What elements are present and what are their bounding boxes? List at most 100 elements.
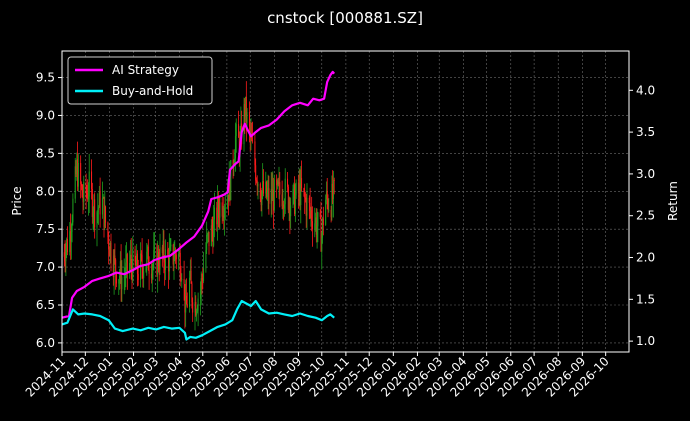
y2-tick-label: 3.0 bbox=[636, 167, 655, 181]
candle-body bbox=[246, 111, 248, 123]
candle-body bbox=[99, 191, 101, 215]
candle-body bbox=[137, 273, 139, 280]
legend: AI Strategy Buy-and-Hold bbox=[67, 56, 213, 105]
candle-body bbox=[221, 202, 223, 217]
candle-body bbox=[294, 195, 296, 214]
y-tick-label: 9.0 bbox=[36, 108, 55, 122]
candle-body bbox=[80, 162, 82, 184]
candle-body bbox=[81, 186, 83, 197]
candle-body bbox=[297, 182, 299, 194]
candle-body bbox=[105, 206, 107, 223]
candle-body bbox=[332, 183, 334, 199]
candle-body bbox=[333, 179, 335, 181]
candle-body bbox=[190, 270, 192, 284]
candle-body bbox=[273, 189, 275, 211]
candle-body bbox=[271, 189, 273, 201]
candle-body bbox=[66, 238, 68, 249]
candle-body bbox=[216, 207, 218, 225]
candle-body bbox=[293, 184, 295, 189]
candle-body bbox=[301, 178, 303, 189]
candle-body bbox=[195, 301, 197, 316]
candle-body bbox=[245, 96, 247, 123]
candle-body bbox=[287, 186, 289, 210]
candle-body bbox=[162, 240, 164, 254]
candle-body bbox=[309, 202, 311, 211]
candle-body bbox=[114, 255, 116, 260]
candle-body bbox=[151, 267, 153, 279]
candle-body bbox=[185, 295, 187, 313]
candle-body bbox=[92, 213, 94, 217]
candle-body bbox=[185, 295, 187, 305]
candle-body bbox=[320, 216, 322, 252]
y-tick-label: 6.0 bbox=[36, 336, 55, 350]
candle-body bbox=[227, 194, 229, 208]
candle-body bbox=[244, 104, 246, 117]
candle-body bbox=[147, 246, 149, 252]
candle-body bbox=[115, 259, 117, 274]
y2-tick-label: 2.5 bbox=[636, 209, 655, 223]
candle-body bbox=[223, 215, 225, 218]
candle-body bbox=[157, 251, 159, 275]
candle-body bbox=[283, 204, 285, 209]
candle-body bbox=[254, 141, 256, 166]
candle-body bbox=[189, 270, 191, 278]
candle-body bbox=[210, 225, 212, 247]
y-axis-label: Price bbox=[10, 186, 24, 215]
candle-body bbox=[170, 244, 172, 247]
candle-body bbox=[129, 254, 131, 263]
candle-body bbox=[180, 277, 182, 280]
candle-body bbox=[266, 181, 268, 198]
candle-body bbox=[245, 96, 247, 117]
candle-body bbox=[145, 265, 147, 272]
candle-body bbox=[294, 184, 296, 214]
candle-body bbox=[255, 165, 257, 181]
candle-body bbox=[314, 223, 316, 230]
candle-body bbox=[332, 179, 334, 199]
y2-tick-label: 2.0 bbox=[636, 251, 655, 265]
candle-body bbox=[124, 276, 126, 278]
candle-body bbox=[224, 207, 226, 209]
candle-body bbox=[88, 171, 90, 197]
candle-body bbox=[150, 273, 152, 279]
candle-body bbox=[276, 180, 278, 186]
candle-body bbox=[289, 201, 291, 217]
candle-body bbox=[205, 250, 207, 269]
candle-body bbox=[109, 242, 111, 256]
candle-body bbox=[115, 273, 117, 284]
candle-body bbox=[179, 252, 181, 278]
legend-box bbox=[67, 56, 213, 105]
y-tick-label: 8.0 bbox=[36, 184, 55, 198]
candle-body bbox=[287, 178, 289, 187]
candle-body bbox=[168, 250, 170, 272]
candle-body bbox=[277, 180, 279, 185]
candle-body bbox=[300, 178, 302, 205]
candle-body bbox=[72, 198, 74, 223]
candle-body bbox=[276, 179, 278, 186]
candle-body bbox=[102, 197, 104, 199]
candle-body bbox=[304, 197, 306, 200]
candle-body bbox=[199, 291, 201, 299]
candle-body bbox=[134, 248, 136, 262]
candle-body bbox=[262, 181, 264, 192]
candle-body bbox=[120, 261, 122, 290]
candle-body bbox=[219, 202, 221, 218]
line-layer bbox=[61, 70, 336, 341]
candle-body bbox=[74, 166, 76, 199]
candle-body bbox=[202, 279, 204, 282]
candle-body bbox=[248, 111, 250, 127]
candle-body bbox=[319, 212, 321, 217]
candle-body bbox=[181, 278, 183, 280]
price-layer bbox=[61, 81, 335, 331]
candle-body bbox=[196, 311, 198, 316]
candle-body bbox=[119, 275, 121, 280]
candle-body bbox=[213, 207, 215, 220]
ai-strategy-line bbox=[61, 70, 336, 319]
candle-body bbox=[65, 248, 67, 262]
candle-body bbox=[98, 207, 100, 210]
candle-body bbox=[175, 254, 177, 260]
candle-body bbox=[288, 201, 290, 210]
candle-body bbox=[330, 209, 332, 218]
candle-body bbox=[87, 193, 89, 200]
candle-body bbox=[234, 158, 236, 165]
candle-body bbox=[158, 266, 160, 270]
